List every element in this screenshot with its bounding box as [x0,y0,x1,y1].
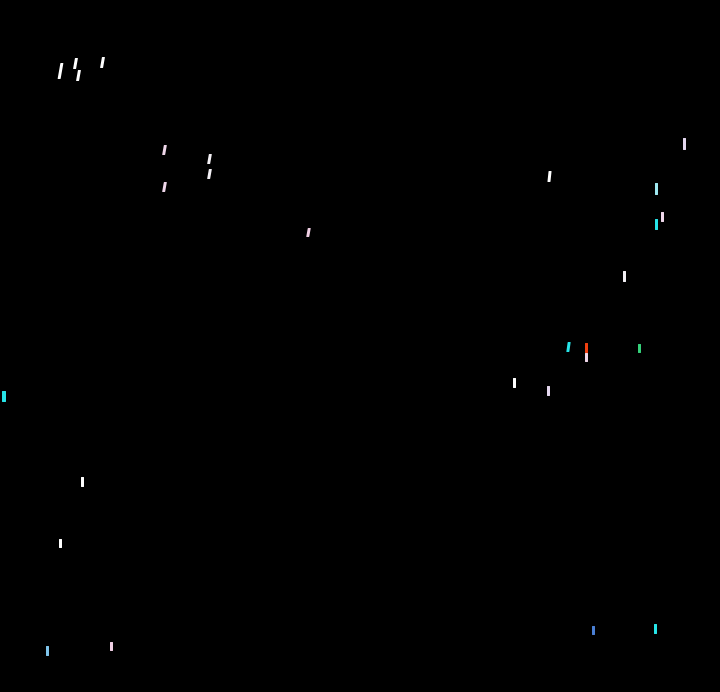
glyph-fragment [207,154,212,164]
glyph-fragment [81,477,84,487]
glyph-fragment [683,138,686,150]
glyph-fragment [585,353,588,362]
glyph-fragment [73,58,78,69]
glyph-fragment [2,391,6,402]
glyph-fragment [513,378,516,388]
glyph-fragment [547,386,550,396]
glyph-fragment [306,228,311,237]
glyph-fragment [655,219,658,230]
glyph-fragment [623,271,626,282]
glyph-fragment [661,212,664,222]
glyph-fragment [100,57,105,68]
glyph-fragment [207,169,212,179]
glyph-fragment [76,70,81,81]
glyph-fragment [638,344,641,353]
glyph-fragment [110,642,113,651]
glyph-fragment [585,343,588,353]
glyph-fragment [566,342,571,352]
glyph-fragment [655,183,658,195]
glyph-fragment [57,63,64,79]
glyph-fragment [59,539,62,548]
glyph-fragment [592,626,595,635]
glyph-fragment [654,624,657,634]
glyph-fragment [162,182,167,192]
glyph-fragment [162,145,167,155]
glyph-fragment [547,171,552,182]
glyph-fragment [46,646,49,656]
